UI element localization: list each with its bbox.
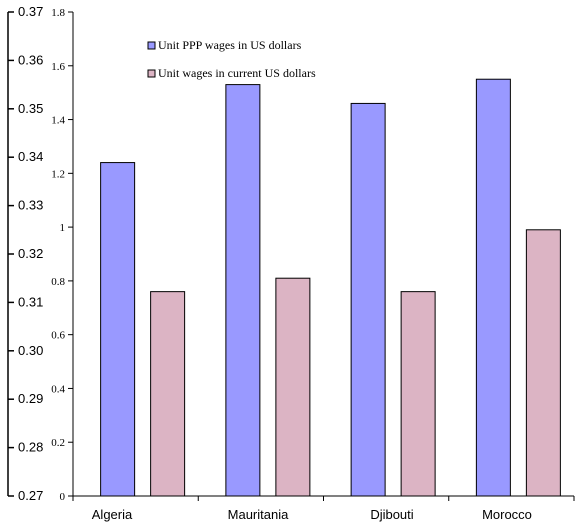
outer-y-axis: 0.27 0.28 0.29 0.30 0.31 0.32 0.33 0.34 0.35 0.36… xyxy=(7,4,43,503)
inner-tick-label: 0.4 xyxy=(51,383,65,395)
inner-tick-label: 1 xyxy=(60,222,66,234)
category-label: Morocco xyxy=(482,507,532,522)
outer-tick-label: 0.33 xyxy=(18,198,43,213)
outer-tick-label: 0.30 xyxy=(18,343,43,358)
inner-y-axis: 0 0.2 0.4 0.6 0.8 1 1.2 1.4 1.6 1.8 xyxy=(51,7,74,503)
outer-tick-label: 0.36 xyxy=(18,52,43,67)
legend-label: Unit wages in current US dollars xyxy=(158,66,316,80)
bars xyxy=(100,78,561,497)
category-label: Mauritania xyxy=(228,507,289,522)
inner-tick-label: 1.4 xyxy=(51,115,65,127)
legend-label: Unit PPP wages in US dollars xyxy=(158,38,302,52)
outer-tick-label: 0.35 xyxy=(18,101,43,116)
outer-tick-label: 0.29 xyxy=(18,391,43,406)
inner-tick-label: 1.8 xyxy=(51,7,65,19)
legend-swatch xyxy=(147,69,156,78)
bar xyxy=(100,162,136,497)
inner-tick-label: 0.6 xyxy=(51,330,65,342)
bar xyxy=(225,84,261,497)
outer-tick-label: 0.27 xyxy=(18,488,43,503)
outer-tick-label: 0.32 xyxy=(18,246,43,261)
category-label: Algeria xyxy=(92,507,133,522)
bar xyxy=(400,291,436,497)
inner-tick-label: 0.8 xyxy=(51,276,65,288)
inner-tick-label: 0 xyxy=(60,491,66,503)
bar xyxy=(275,277,311,497)
inner-tick-label: 0.2 xyxy=(51,437,65,449)
bar xyxy=(475,78,511,497)
legend-swatch xyxy=(147,41,156,50)
outer-tick-label: 0.37 xyxy=(18,4,43,19)
bar xyxy=(525,229,561,497)
bar xyxy=(150,291,186,497)
outer-tick-label: 0.31 xyxy=(18,294,43,309)
legend: Unit PPP wages in US dollars Unit wages i… xyxy=(147,38,316,80)
bar xyxy=(350,102,386,497)
outer-tick-label: 0.28 xyxy=(18,440,43,455)
x-axis: Algeria Mauritania Djibouti Morocco xyxy=(72,495,575,522)
category-label: Djibouti xyxy=(370,507,413,522)
inner-tick-label: 1.6 xyxy=(51,61,65,73)
outer-tick-label: 0.34 xyxy=(18,149,43,164)
inner-tick-label: 1.2 xyxy=(51,168,65,180)
